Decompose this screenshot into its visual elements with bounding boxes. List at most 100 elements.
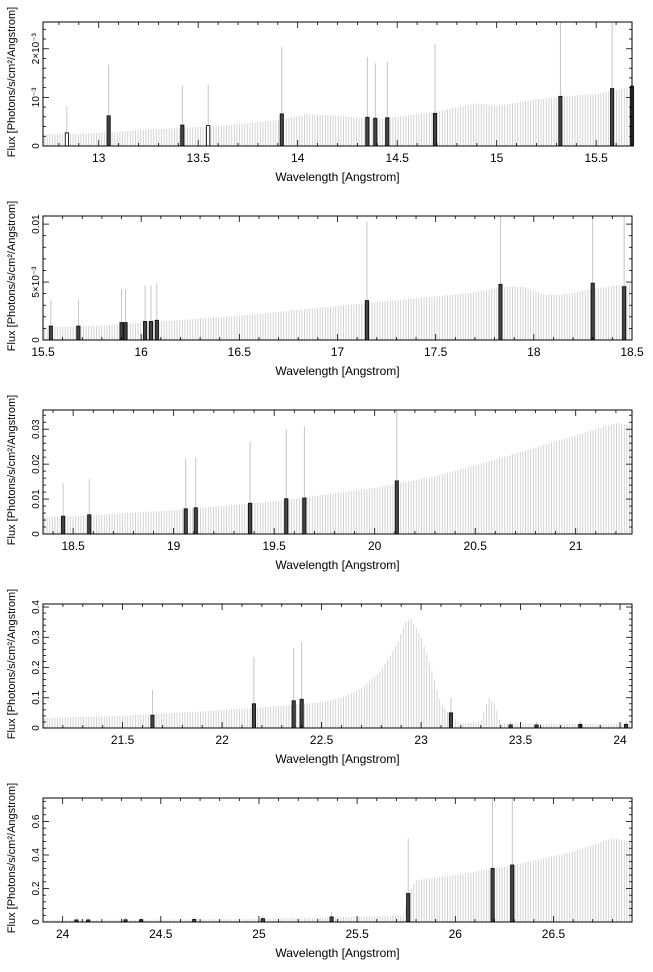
x-axis-label: Wavelength [Angstrom] xyxy=(275,946,399,960)
line-bar xyxy=(154,319,159,341)
y-axis-label: Flux [Photons/s/cm²/Angstrom] xyxy=(6,7,18,157)
y-axis-label: Flux [Photons/s/cm²/Angstrom] xyxy=(6,589,18,739)
x-tick-label: 21.5 xyxy=(111,733,135,747)
x-tick-label: 18 xyxy=(527,345,541,359)
continuum-series xyxy=(44,423,630,534)
panel-3: 18.5 19 19.5 20 20.5 21 0 0.01 0.02 0.03 Wavelengt… xyxy=(6,395,633,572)
line-bar xyxy=(64,132,69,147)
line-bar xyxy=(248,502,253,535)
x-tick-label: 19.5 xyxy=(262,539,286,553)
line-bar xyxy=(150,714,155,729)
y-tick-label: 0.3 xyxy=(31,630,42,644)
line-bar xyxy=(558,95,563,147)
y-axis-label: Flux [Photons/s/cm²/Angstrom] xyxy=(6,783,18,933)
x-tick-label: 15.5 xyxy=(31,345,55,359)
y-tick-label: 0.4 xyxy=(31,848,42,862)
x-tick-label: 20 xyxy=(368,539,382,553)
line-bar xyxy=(284,498,289,535)
line-bar xyxy=(291,700,296,729)
x-tick-label: 20.5 xyxy=(464,539,488,553)
x-tick-label: 22 xyxy=(215,733,229,747)
line-bar xyxy=(123,322,128,341)
y-tick-label: 0 xyxy=(31,725,42,731)
y-tick-label: 0.2 xyxy=(31,881,42,895)
line-bar xyxy=(299,698,304,729)
y-tick-label: 10⁻³ xyxy=(31,87,42,107)
line-bar xyxy=(490,867,495,923)
x-tick-label: 16.5 xyxy=(228,345,252,359)
continuum-series xyxy=(44,87,630,146)
x-tick-label: 17 xyxy=(331,345,345,359)
x-tick-label: 17.5 xyxy=(424,345,448,359)
x-tick-label: 25.5 xyxy=(345,927,369,941)
x-tick-label: 13.5 xyxy=(187,151,211,165)
x-tick-label: 15 xyxy=(490,151,504,165)
x-tick-label: 13 xyxy=(92,151,106,165)
x-axis-label: Wavelength [Angstrom] xyxy=(275,558,399,572)
panel-4: 21.5 22 22.5 23 23.5 24 0 0.1 0.2 0.3 0.4 Wavelengt… xyxy=(6,589,633,766)
line-bar xyxy=(622,286,627,341)
y-tick-label: 0 xyxy=(31,531,42,537)
line-bar xyxy=(183,508,188,535)
line-bar xyxy=(364,300,370,341)
line-bar xyxy=(510,864,515,923)
line-bar xyxy=(61,515,66,535)
x-tick-label: 19 xyxy=(167,539,181,553)
continuum-series xyxy=(44,838,630,922)
line-bar xyxy=(623,723,629,729)
x-tick-label: 15.5 xyxy=(585,151,609,165)
y-tick-label: 5×10⁻³ xyxy=(31,266,42,298)
x-tick-label: 26.5 xyxy=(542,927,566,941)
y-tick-label: 0 xyxy=(31,143,42,149)
line-bar xyxy=(365,116,370,147)
x-tick-label: 18.5 xyxy=(620,345,644,359)
line-bar xyxy=(143,321,148,341)
y-tick-label: 0.6 xyxy=(31,814,42,828)
x-axis-label: Wavelength [Angstrom] xyxy=(275,364,399,378)
x-tick-label: 24 xyxy=(613,733,627,747)
plot-frame xyxy=(42,409,633,535)
line-bar xyxy=(590,282,595,341)
line-bar xyxy=(76,325,81,341)
line-bar xyxy=(432,112,438,147)
x-tick-label: 23.5 xyxy=(509,733,533,747)
y-tick-label: 0 xyxy=(31,919,42,925)
line-bar xyxy=(610,88,615,147)
x-tick-label: 14.5 xyxy=(386,151,410,165)
line-bar xyxy=(260,918,265,923)
y-axis-label: Flux [Photons/s/cm²/Angstrom] xyxy=(6,201,18,351)
x-tick-label: 24 xyxy=(56,927,70,941)
line-bar xyxy=(448,712,453,729)
line-bar xyxy=(373,117,378,147)
x-tick-label: 21 xyxy=(569,539,583,553)
x-tick-label: 18.5 xyxy=(61,539,85,553)
line-bar xyxy=(279,113,284,147)
y-tick-label: 0.1 xyxy=(31,690,42,704)
y-tick-label: 0.03 xyxy=(31,419,42,439)
x-tick-label: 25 xyxy=(252,927,266,941)
line-bar xyxy=(48,325,53,341)
plot-frame xyxy=(42,603,633,729)
line-bar xyxy=(302,497,307,535)
panel-1: 13 13.5 14 14.5 15 15.5 0 10⁻³ 2×10⁻³ Wavelength … xyxy=(6,7,635,184)
x-tick-label: 16 xyxy=(134,345,148,359)
line-bar xyxy=(329,916,334,923)
continuum-series xyxy=(44,283,630,340)
x-axis-label: Wavelength [Angstrom] xyxy=(275,170,399,184)
line-bar xyxy=(394,480,399,535)
y-tick-label: 0.01 xyxy=(31,214,42,234)
line-bar xyxy=(106,115,111,147)
x-axis-label: Wavelength [Angstrom] xyxy=(275,752,399,766)
line-bar xyxy=(87,514,92,535)
line-bar xyxy=(251,703,256,729)
y-tick-label: 0 xyxy=(31,337,42,343)
continuum-series xyxy=(44,619,630,728)
x-tick-label: 24.5 xyxy=(149,927,173,941)
line-bar xyxy=(406,893,411,923)
y-tick-label: 0.02 xyxy=(31,454,42,474)
y-tick-label: 0.2 xyxy=(31,660,42,674)
panel-2: 15.5 16 16.5 17 17.5 18 18.5 0 5×10⁻³ 0.01 Wavelen… xyxy=(6,201,644,378)
y-tick-label: 0.4 xyxy=(31,600,42,614)
line-bar xyxy=(206,125,211,147)
